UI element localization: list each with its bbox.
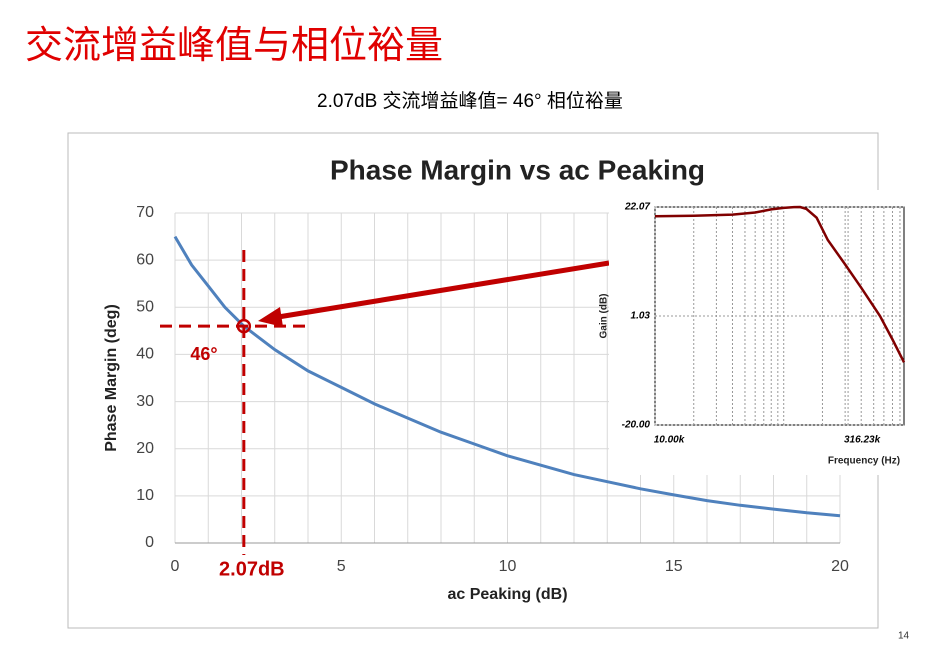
y-tick-label: 1.03 [631,311,651,322]
inset-frame [609,190,909,475]
y-tick-label: 40 [136,346,154,363]
y-tick-label: -20.00 [622,420,651,431]
y-tick-label: 60 [136,251,154,268]
arrow-head [258,307,283,327]
y-tick-label: 30 [136,393,154,410]
x-tick-label: 10.00k [654,435,685,446]
y-axis-label: Gain (dB) [599,294,610,339]
x-tick-label: 15 [665,558,683,575]
y-tick-label: 10 [136,487,154,504]
y-tick-label: 50 [136,299,154,316]
x-tick-label: 5 [337,558,346,575]
marker-x-label: 2.07dB [219,558,285,580]
slide-subtitle: 2.07dB 交流增益峰值= 46° 相位裕量 [317,90,623,112]
inset-chart: -20.00 1.03 22.07 10.00k 316.23k Frequency (H… [599,202,906,467]
x-tick-label: 316.23k [844,435,881,446]
chart-title: Phase Margin vs ac Peaking [330,154,705,185]
y-tick-label: 22.07 [624,202,650,213]
x-tick-label: 10 [499,558,517,575]
y-tick-label: 70 [136,204,154,221]
x-tick-label: 20 [831,558,849,575]
data-line [173,235,841,518]
x-tick-label: 0 [171,558,180,575]
x-axis-label: Frequency (Hz) [828,456,900,467]
marker-y-label: 46° [190,344,217,364]
y-tick-label: 0 [145,534,154,551]
slide-title: 交流增益峰值与相位裕量 [25,25,443,67]
y-tick-label: 20 [136,440,154,457]
marker-point [236,318,252,334]
y-axis-label: Phase Margin (deg) [103,304,120,452]
x-axis-label: ac Peaking (dB) [447,586,567,603]
data-line [654,205,906,363]
marker-x-label-bg [209,555,290,579]
arrow-shaft [271,260,610,321]
page-number: 14 [898,631,910,642]
